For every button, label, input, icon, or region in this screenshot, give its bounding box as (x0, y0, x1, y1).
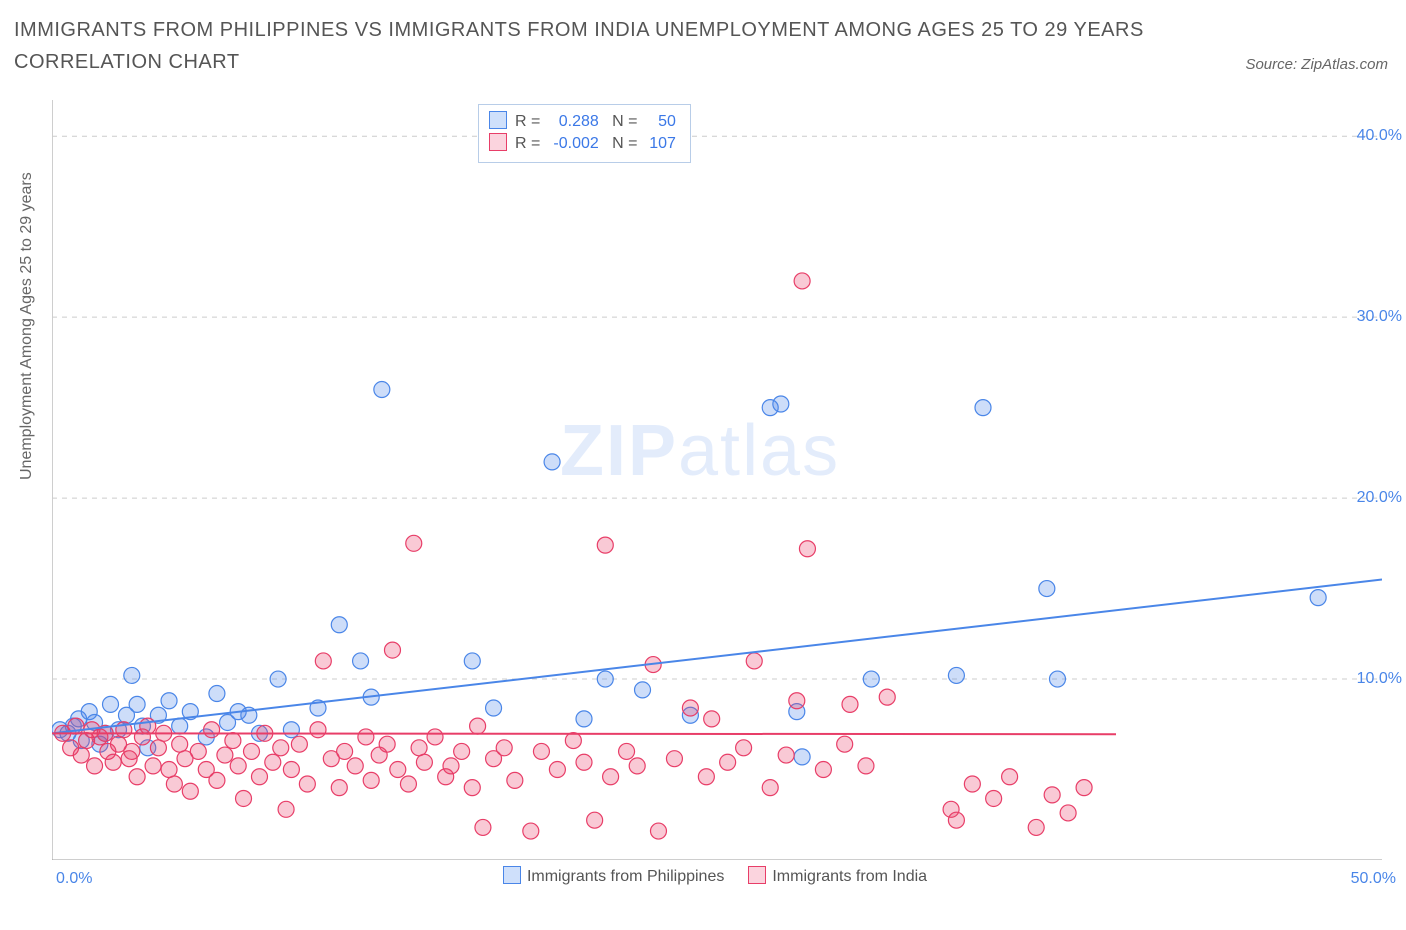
stat-n-label: N = (599, 135, 642, 152)
scatter-chart (52, 100, 1382, 860)
stat-r-label: R = (515, 135, 545, 152)
y-axis-label: Unemployment Among Ages 25 to 29 years (18, 172, 36, 480)
y-tick-label: 40.0% (1357, 127, 1402, 145)
legend-swatch (748, 866, 766, 884)
stat-swatch (489, 133, 507, 151)
legend-label-philippines: Immigrants from Philippines (527, 868, 724, 885)
legend-swatch (503, 866, 521, 884)
stat-r-label: R = (515, 113, 545, 130)
source-text: Source: ZipAtlas.com (1245, 56, 1388, 73)
stat-r-value: 0.288 (545, 111, 599, 133)
chart-title: IMMIGRANTS FROM PHILIPPINES VS IMMIGRANT… (14, 14, 1186, 78)
y-tick-label: 30.0% (1357, 308, 1402, 326)
stat-n-label: N = (599, 113, 642, 130)
stat-row-philippines: R = 0.288 N = 50 (489, 111, 676, 133)
legend-label-india: Immigrants from India (772, 868, 927, 885)
stat-n-value: 107 (642, 133, 676, 155)
stat-row-india: R = -0.002 N = 107 (489, 133, 676, 155)
bottom-legend: Immigrants from Philippines Immigrants fr… (0, 866, 1406, 886)
y-tick-label: 20.0% (1357, 489, 1402, 507)
y-tick-label: 10.0% (1357, 670, 1402, 688)
stat-r-value: -0.002 (545, 133, 599, 155)
correlation-stat-box: R = 0.288 N = 50R = -0.002 N = 107 (478, 104, 691, 163)
stat-n-value: 50 (642, 111, 676, 133)
stat-swatch (489, 111, 507, 129)
